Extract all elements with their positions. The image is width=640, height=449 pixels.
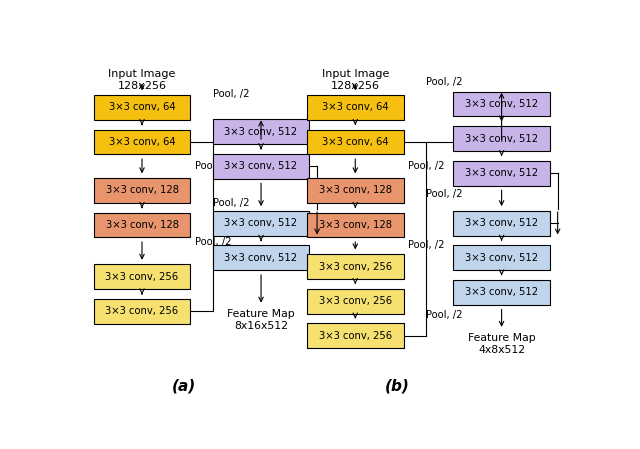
Text: 3×3 conv, 64: 3×3 conv, 64 xyxy=(322,102,388,112)
Text: 3×3 conv, 512: 3×3 conv, 512 xyxy=(225,253,298,263)
FancyBboxPatch shape xyxy=(453,246,550,270)
Text: Feature Map
8x16x512: Feature Map 8x16x512 xyxy=(227,309,295,331)
Text: 3×3 conv, 512: 3×3 conv, 512 xyxy=(465,168,538,178)
Text: 3×3 conv, 128: 3×3 conv, 128 xyxy=(319,220,392,230)
FancyBboxPatch shape xyxy=(93,299,190,324)
FancyBboxPatch shape xyxy=(93,178,190,203)
Text: 3×3 conv, 512: 3×3 conv, 512 xyxy=(225,218,298,228)
Text: 3×3 conv, 512: 3×3 conv, 512 xyxy=(465,218,538,228)
Text: 3×3 conv, 64: 3×3 conv, 64 xyxy=(109,102,175,112)
FancyBboxPatch shape xyxy=(212,154,309,179)
Text: Pool, /2: Pool, /2 xyxy=(426,189,463,199)
FancyBboxPatch shape xyxy=(212,246,309,270)
Text: Pool, /2: Pool, /2 xyxy=(426,76,463,87)
Text: (a): (a) xyxy=(172,378,196,393)
Text: Pool, /2: Pool, /2 xyxy=(195,161,232,171)
FancyBboxPatch shape xyxy=(212,211,309,236)
FancyBboxPatch shape xyxy=(307,254,404,279)
Text: Feature Map
4x8x512: Feature Map 4x8x512 xyxy=(468,334,536,355)
Text: (b): (b) xyxy=(385,378,410,393)
Text: 3×3 conv, 512: 3×3 conv, 512 xyxy=(225,127,298,136)
FancyBboxPatch shape xyxy=(453,126,550,151)
FancyBboxPatch shape xyxy=(307,289,404,313)
Text: 3×3 conv, 512: 3×3 conv, 512 xyxy=(465,253,538,263)
Text: 3×3 conv, 256: 3×3 conv, 256 xyxy=(106,307,179,317)
Text: 3×3 conv, 256: 3×3 conv, 256 xyxy=(319,261,392,272)
FancyBboxPatch shape xyxy=(307,323,404,348)
Text: Input Image
128x256: Input Image 128x256 xyxy=(108,70,176,91)
FancyBboxPatch shape xyxy=(307,212,404,238)
Text: 3×3 conv, 512: 3×3 conv, 512 xyxy=(465,134,538,144)
FancyBboxPatch shape xyxy=(93,95,190,120)
Text: 3×3 conv, 256: 3×3 conv, 256 xyxy=(319,296,392,306)
Text: Pool, /2: Pool, /2 xyxy=(195,238,232,247)
Text: 3×3 conv, 256: 3×3 conv, 256 xyxy=(106,272,179,282)
Text: Pool, /2: Pool, /2 xyxy=(408,240,445,250)
Text: 3×3 conv, 128: 3×3 conv, 128 xyxy=(106,185,179,195)
Text: 3×3 conv, 64: 3×3 conv, 64 xyxy=(109,137,175,147)
Text: 3×3 conv, 256: 3×3 conv, 256 xyxy=(319,330,392,341)
Text: 3×3 conv, 512: 3×3 conv, 512 xyxy=(465,99,538,109)
Text: Pool, /2: Pool, /2 xyxy=(408,161,445,171)
FancyBboxPatch shape xyxy=(453,211,550,236)
Text: Pool, /2: Pool, /2 xyxy=(213,198,250,207)
Text: Input Image
128x256: Input Image 128x256 xyxy=(321,70,389,91)
FancyBboxPatch shape xyxy=(93,130,190,154)
Text: 3×3 conv, 128: 3×3 conv, 128 xyxy=(319,185,392,195)
FancyBboxPatch shape xyxy=(307,130,404,154)
Text: 3×3 conv, 512: 3×3 conv, 512 xyxy=(465,287,538,297)
FancyBboxPatch shape xyxy=(453,161,550,185)
FancyBboxPatch shape xyxy=(93,212,190,238)
FancyBboxPatch shape xyxy=(212,119,309,144)
FancyBboxPatch shape xyxy=(453,92,550,116)
FancyBboxPatch shape xyxy=(307,178,404,203)
Text: 3×3 conv, 64: 3×3 conv, 64 xyxy=(322,137,388,147)
FancyBboxPatch shape xyxy=(307,95,404,120)
Text: 3×3 conv, 512: 3×3 conv, 512 xyxy=(225,161,298,171)
FancyBboxPatch shape xyxy=(93,264,190,289)
Text: Pool, /2: Pool, /2 xyxy=(213,88,250,99)
Text: Pool, /2: Pool, /2 xyxy=(426,310,463,320)
Text: 3×3 conv, 128: 3×3 conv, 128 xyxy=(106,220,179,230)
FancyBboxPatch shape xyxy=(453,280,550,305)
